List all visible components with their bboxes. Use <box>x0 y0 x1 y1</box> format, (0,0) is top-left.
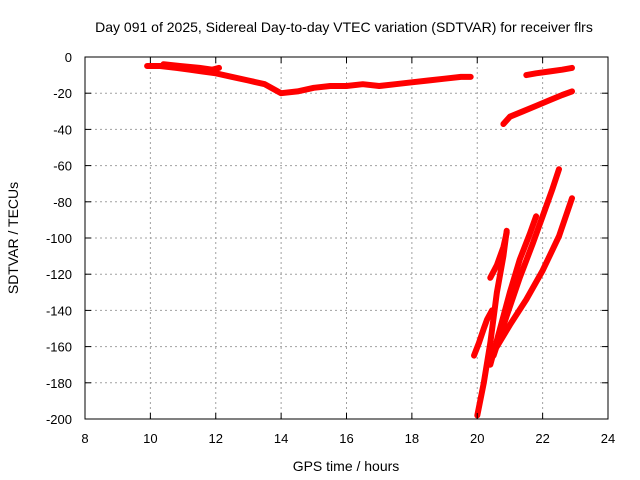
series-arc-late-mid <box>500 88 575 127</box>
tick-layer: 8 10 12 14 16 18 20 22 24 0 -20 -40 -60 -80 -100 -120 -1… <box>46 50 615 446</box>
x-tick-label: 16 <box>339 431 353 446</box>
x-tick-label: 18 <box>405 431 419 446</box>
y-tick-label: -20 <box>53 86 72 101</box>
y-tick-label: -60 <box>53 159 72 174</box>
series-layer <box>144 61 575 419</box>
grid <box>85 57 608 419</box>
x-tick-label: 22 <box>535 431 549 446</box>
y-tick-label: -100 <box>46 231 72 246</box>
x-tick-label: 14 <box>274 431 288 446</box>
y-tick-label: -80 <box>53 195 72 210</box>
x-tick-label: 10 <box>143 431 157 446</box>
series-arc-late-high <box>523 64 575 79</box>
series-arc-steep-e <box>490 166 562 359</box>
series-arc-main <box>144 63 474 97</box>
series-arc-steep-b <box>471 307 495 359</box>
y-tick-label: -180 <box>46 376 72 391</box>
series-arc-side <box>160 61 222 73</box>
y-tick-label: -120 <box>46 267 72 282</box>
x-tick-label: 20 <box>470 431 484 446</box>
y-tick-label: 0 <box>65 50 72 65</box>
series-arc-steep-f <box>493 195 575 350</box>
series-arc-steep-c <box>487 229 510 281</box>
x-tick-label: 24 <box>601 431 615 446</box>
y-tick-label: -200 <box>46 412 72 427</box>
x-tick-label: 8 <box>81 431 88 446</box>
y-axis-label: SDTVAR / TECUs <box>5 182 21 294</box>
x-axis-label: GPS time / hours <box>293 458 400 474</box>
x-tick-label: 12 <box>209 431 223 446</box>
y-tick-label: -40 <box>53 122 72 137</box>
y-tick-label: -160 <box>46 340 72 355</box>
chart-title: Day 091 of 2025, Sidereal Day-to-day VTE… <box>95 19 593 35</box>
y-tick-label: -140 <box>46 303 72 318</box>
